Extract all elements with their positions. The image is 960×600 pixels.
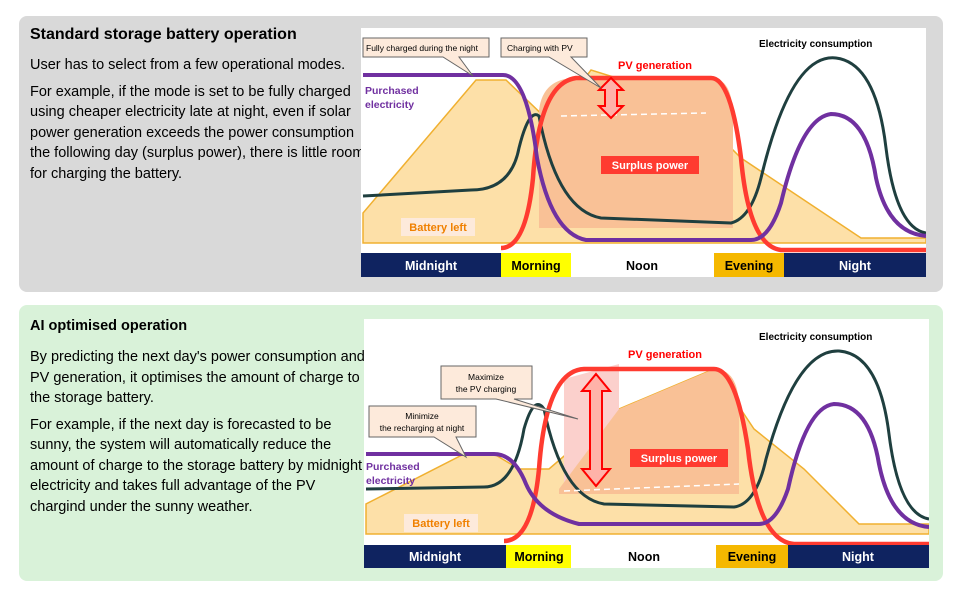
callout-text: the recharging at night — [380, 423, 465, 433]
battery-left-label: Battery left — [412, 518, 470, 530]
purchased-electricity-line — [363, 73, 927, 242]
purchased-electricity-label: Purchased — [366, 461, 420, 473]
callout-text: Fully charged during the night — [366, 43, 479, 53]
panel-description: User has to select from a few operationa… — [30, 55, 365, 190]
time-band-morning: Morning — [511, 259, 560, 273]
pv-generation-label: PV generation — [618, 60, 692, 72]
electricity-consumption-label: Electricity consumption — [759, 332, 872, 343]
time-band-night: Night — [842, 550, 875, 564]
panel-title: AI optimised operation — [30, 318, 188, 334]
time-band-morning: Morning — [514, 550, 563, 564]
panel-title: Standard storage battery operation — [30, 26, 297, 43]
callout-fully-charged — [362, 37, 490, 77]
standard-operation-diagram: Fully charged during the night Charging … — [361, 28, 927, 277]
time-band-midnight: Midnight — [409, 550, 462, 564]
time-band-noon: Noon — [626, 259, 658, 273]
purchased-electricity-label: electricity — [366, 475, 415, 487]
callout-text: Charging with PV — [507, 43, 573, 53]
electricity-consumption-line — [362, 56, 927, 235]
double-arrow-icon — [596, 76, 626, 120]
time-band-evening: Evening — [728, 550, 777, 564]
callout-text: Minimize — [405, 411, 439, 421]
pv-generation-label: PV generation — [628, 349, 702, 361]
electricity-consumption-label: Electricity consumption — [759, 39, 872, 50]
surplus-power-label: Surplus power — [641, 453, 718, 465]
standard-operation-panel: Standard storage battery operation User … — [19, 16, 943, 292]
description-paragraph: For example, if the mode is set to be fu… — [30, 83, 365, 182]
panel-description: By predicting the next day's power consu… — [30, 347, 365, 523]
purchased-electricity-label: electricity — [365, 99, 414, 111]
electricity-consumption-line — [365, 349, 930, 521]
purchased-electricity-line — [366, 401, 930, 529]
callout-text: the PV charging — [456, 384, 517, 394]
time-band-noon: Noon — [628, 550, 660, 564]
callout-text: Maximize — [468, 372, 504, 382]
battery-left-label: Battery left — [409, 222, 467, 234]
callout-minimize — [368, 405, 477, 459]
callout-maximize — [440, 365, 579, 420]
pv-generation-line — [500, 75, 926, 253]
purchased-electricity-label: Purchased — [365, 85, 419, 97]
time-band-evening: Evening — [725, 259, 774, 273]
description-paragraph: By predicting the next day's power consu… — [30, 349, 365, 406]
double-arrow-icon — [579, 372, 613, 488]
callout-charging-pv — [500, 37, 602, 89]
description-paragraph: User has to select from a few operationa… — [30, 57, 346, 73]
surplus-power-label: Surplus power — [612, 160, 689, 172]
time-band-night: Night — [839, 259, 872, 273]
surplus-power-area — [539, 78, 733, 228]
ai-operation-diagram: Maximize the PV charging Minimize the re… — [364, 319, 930, 568]
description-paragraph: For example, if the next day is forecast… — [30, 416, 363, 515]
time-band-midnight: Midnight — [405, 259, 458, 273]
ai-operation-panel: AI optimised operation By predicting the… — [19, 305, 943, 581]
